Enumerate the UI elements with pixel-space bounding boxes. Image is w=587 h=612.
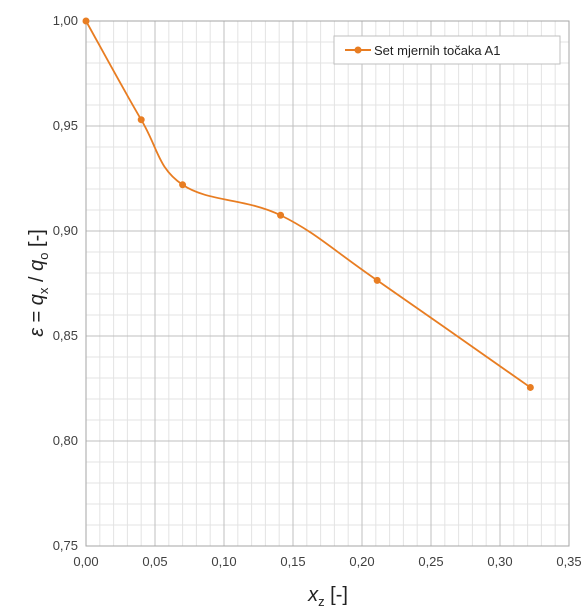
plot-area-border [85, 20, 570, 547]
y-axis-title-equals: = [26, 305, 48, 328]
y-axis-title-sub2: o [36, 253, 51, 260]
x-axis-title-main: x [307, 584, 319, 606]
y-tick-label: 1,00 [53, 13, 78, 28]
x-tick-label: 0,15 [280, 554, 305, 569]
x-axis-title-sub: z [318, 594, 325, 609]
x-tick-label: 0,10 [211, 554, 236, 569]
y-tick-label: 0,75 [53, 538, 78, 553]
y-tick-label: 0,95 [53, 118, 78, 133]
major-gridlines [86, 21, 569, 546]
x-axis-title-unit: [-] [325, 584, 348, 606]
x-tick-label: 0,30 [487, 554, 512, 569]
y-axis-title-slash: / [26, 271, 48, 288]
legend: Set mjernih točaka A1 [333, 35, 561, 65]
legend-marker-swatch [354, 46, 362, 54]
y-axis-title-unit: [-] [26, 229, 48, 252]
y-axis-title-q2: q [26, 260, 48, 271]
data-point-marker [373, 276, 381, 284]
x-tick-label: 0,35 [556, 554, 581, 569]
y-axis-tick-labels: 0,75 0,80 0,85 0,90 0,95 1,00 [53, 13, 78, 553]
y-tick-label: 0,80 [53, 433, 78, 448]
minor-gridlines [86, 21, 569, 546]
y-axis-title-q1: q [26, 294, 48, 305]
data-point-marker [526, 383, 534, 391]
x-tick-label: 0,05 [142, 554, 167, 569]
y-axis-title-sub1: x [36, 287, 51, 294]
x-tick-label: 0,25 [418, 554, 443, 569]
y-axis-title-epsilon: ε [26, 327, 48, 337]
y-axis-title: ε = qx / qo [-] [26, 229, 51, 337]
series-layer [82, 17, 534, 391]
x-tick-label: 0,20 [349, 554, 374, 569]
series-line [85, 20, 531, 389]
x-axis-title: xz [-] [307, 584, 348, 609]
data-point-marker [137, 116, 145, 124]
legend-box [333, 35, 561, 65]
y-tick-label: 0,90 [53, 223, 78, 238]
data-point-marker [277, 211, 285, 219]
x-axis-tick-labels: 0,00 0,05 0,10 0,15 0,20 0,25 0,30 0,35 [73, 554, 581, 569]
x-tick-label: 0,00 [73, 554, 98, 569]
legend-entry-label: Set mjernih točaka A1 [374, 43, 500, 58]
data-point-marker [179, 181, 187, 189]
y-tick-label: 0,85 [53, 328, 78, 343]
data-point-marker [82, 17, 90, 25]
